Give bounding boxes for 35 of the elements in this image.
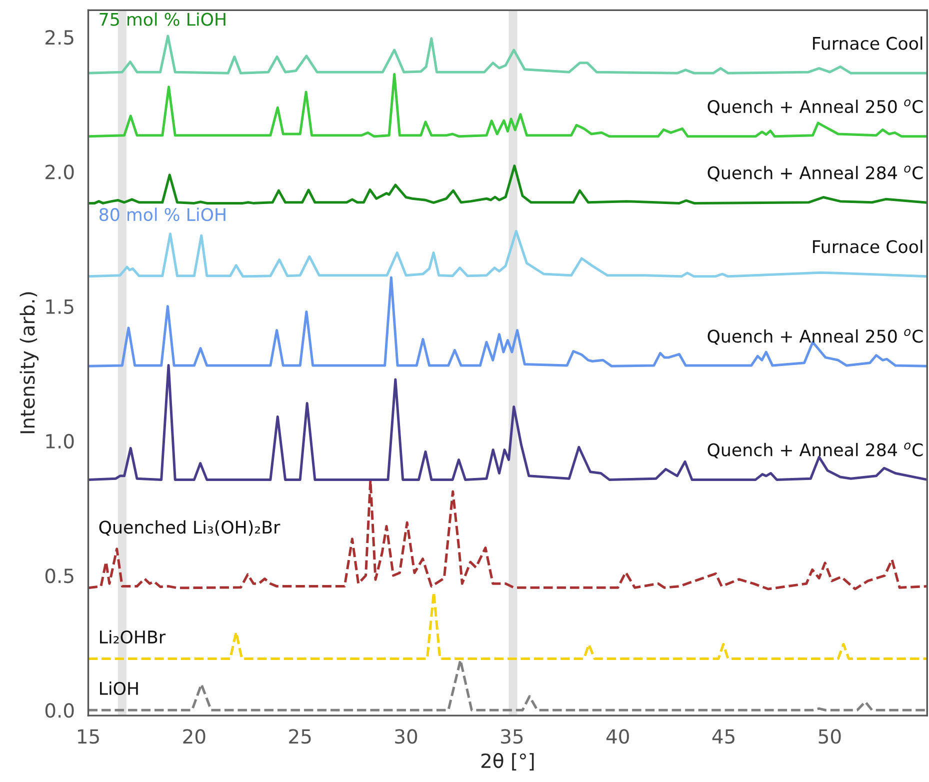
series-label: Quenched Li₃(OH)₂Br: [99, 520, 280, 536]
line-series: [88, 34, 928, 74]
line-series: [88, 479, 928, 590]
annotation: 75 mol % LiOH: [100, 12, 226, 26]
x-tick-label: 15: [78, 729, 99, 744]
x-tick-label: 45: [712, 729, 734, 744]
x-tick-label: 20: [183, 729, 206, 744]
y-tick-label: 1.0: [46, 434, 74, 449]
x-tick-label: 25: [289, 729, 311, 744]
y-tick-label: 2.5: [46, 30, 74, 45]
x-tick-label: 35: [501, 729, 523, 744]
series-label: Li₂OHBr: [100, 630, 166, 644]
line-series: [88, 72, 928, 138]
y-tick-label: 0.0: [45, 703, 74, 718]
line-series: [88, 364, 928, 481]
series-label: Furnace Cool: [813, 240, 922, 254]
series-label: LiOH: [100, 682, 138, 695]
series-label: Quench + Anneal 250 $^{o}$C: [708, 329, 923, 345]
x-axis-title: 2θ [°]: [481, 752, 534, 770]
line-series: [88, 164, 928, 204]
x-tick-label: 30: [395, 729, 418, 744]
series-label: Quench + Anneal 284 $^{o}$C: [708, 166, 923, 182]
y-axis-title: Intensity (arb.): [20, 292, 39, 434]
line-series: [88, 276, 928, 368]
annotation: 80 mol % LiOH: [100, 208, 226, 222]
y-tick-label: 1.5: [46, 300, 74, 314]
series-label: Quench + Anneal 284 $^{o}$C: [708, 442, 923, 458]
series-label: Quench + Anneal 250 $^{o}$C: [708, 99, 923, 116]
series-label: Furnace Cool: [813, 36, 922, 50]
x-tick-label: 50: [818, 729, 841, 744]
y-tick-label: 0.5: [45, 568, 74, 584]
y-tick-label: 2.0: [46, 164, 74, 180]
x-tick-label: 40: [606, 729, 629, 744]
line-series: [88, 658, 928, 712]
line-series: [88, 230, 928, 278]
